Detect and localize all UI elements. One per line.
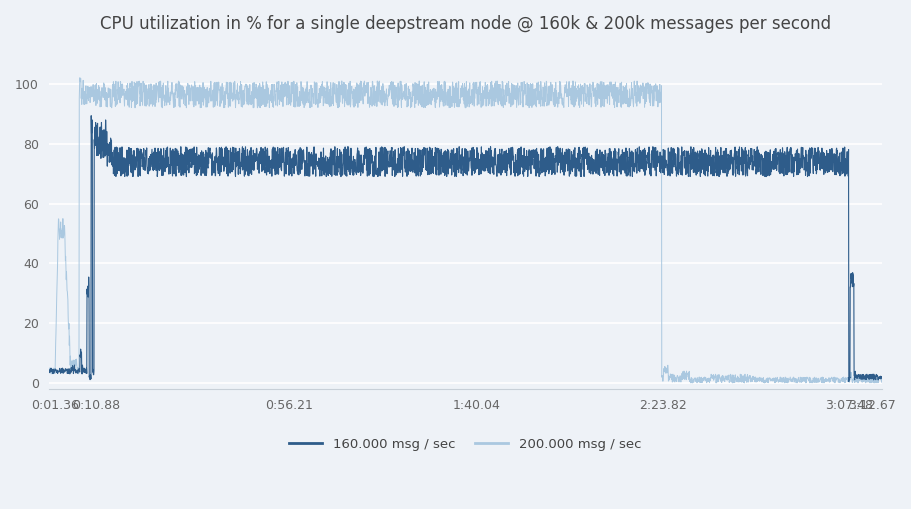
Title: CPU utilization in % for a single deepstream node @ 160k & 200k messages per sec: CPU utilization in % for a single deepst… (100, 15, 830, 33)
Legend: 160.000 msg / sec, 200.000 msg / sec: 160.000 msg / sec, 200.000 msg / sec (284, 433, 646, 456)
